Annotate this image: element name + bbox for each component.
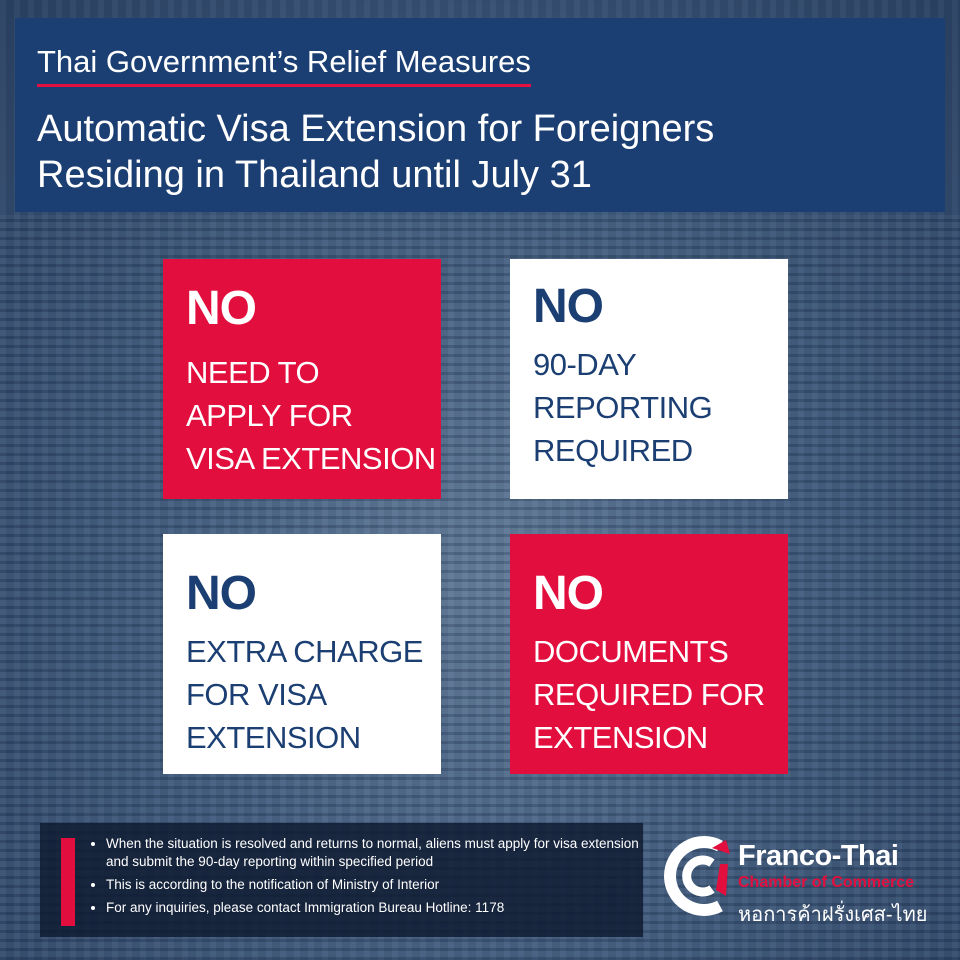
note-item: This is according to the notification of… xyxy=(106,876,643,894)
card-line: EXTRA CHARGE xyxy=(186,634,423,669)
title-line-1: Automatic Visa Extension for Foreigners xyxy=(37,108,715,150)
card-line: VISA EXTENSION xyxy=(186,441,436,476)
card-heading: NO xyxy=(533,567,604,620)
card-no-documents: NO DOCUMENTS REQUIRED FOR EXTENSION xyxy=(510,534,788,774)
accent-bar xyxy=(61,838,75,926)
cci-logo-icon xyxy=(664,836,730,916)
card-line: REQUIRED FOR xyxy=(533,677,765,712)
card-heading: NO xyxy=(186,567,257,620)
page-title: Automatic Visa Extension for Foreigners … xyxy=(37,106,714,198)
card-heading: NO xyxy=(533,280,604,333)
card-no-extra-charge: NO EXTRA CHARGE FOR VISA EXTENSION xyxy=(163,534,441,774)
card-heading: NO xyxy=(186,282,257,335)
logo-tagline: Chamber of Commerce xyxy=(738,874,915,891)
card-line: NEED TO xyxy=(186,355,320,390)
card-line: REPORTING xyxy=(533,390,713,425)
note-item: For any inquiries, please contact Immigr… xyxy=(106,899,643,917)
subtitle: Thai Government’s Relief Measures xyxy=(37,44,531,87)
header-banner: Thai Government’s Relief Measures Automa… xyxy=(15,18,945,212)
logo-thai-name: หอการค้าฝรั่งเศส-ไทย xyxy=(738,904,928,926)
card-line: DOCUMENTS xyxy=(533,634,729,669)
card-line: 90-DAY xyxy=(533,347,637,382)
logo-name: Franco-Thai xyxy=(738,840,899,872)
franco-thai-logo: Franco-Thai Chamber of Commerce หอการค้า… xyxy=(660,828,940,928)
note-item: When the situation is resolved and retur… xyxy=(106,835,643,871)
title-line-2: Residing in Thailand until July 31 xyxy=(37,154,592,196)
card-no-visa-application: NO NEED TO APPLY FOR VISA EXTENSION xyxy=(163,259,441,499)
notes-box: When the situation is resolved and retur… xyxy=(40,823,643,937)
card-line: EXTENSION xyxy=(186,720,361,755)
card-line: EXTENSION xyxy=(533,720,708,755)
card-line: FOR VISA xyxy=(186,677,327,712)
card-line: APPLY FOR xyxy=(186,398,353,433)
card-no-90-day-reporting: NO 90-DAY REPORTING REQUIRED xyxy=(510,259,788,499)
card-line: REQUIRED xyxy=(533,433,693,468)
